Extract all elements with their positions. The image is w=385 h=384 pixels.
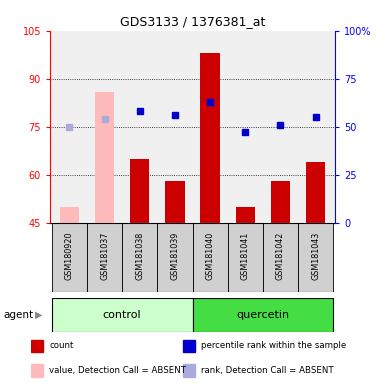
Text: GSM181043: GSM181043 [311,232,320,280]
Bar [95,91,114,223]
Bar [192,223,228,292]
Bar [201,53,220,223]
Text: percentile rank within the sample: percentile rank within the sample [201,341,346,350]
Text: GSM181040: GSM181040 [206,232,214,280]
Bar [130,159,149,223]
Bar [60,207,79,223]
Bar [31,364,43,377]
Bar [228,223,263,292]
Bar [298,223,333,292]
Text: GSM181042: GSM181042 [276,232,285,280]
Bar [271,181,290,223]
Text: rank, Detection Call = ABSENT: rank, Detection Call = ABSENT [201,366,334,375]
Bar [31,339,43,352]
Bar [122,223,157,292]
Bar [236,207,255,223]
Text: GSM181037: GSM181037 [100,232,109,280]
Bar [263,223,298,292]
Text: ▶: ▶ [35,310,42,320]
Bar [52,223,87,292]
Text: quercetin: quercetin [236,310,290,320]
Bar [157,223,192,292]
Text: count: count [49,341,74,350]
Text: agent: agent [4,310,34,320]
Bar [306,162,325,223]
Bar [52,298,192,332]
Text: control: control [103,310,141,320]
Text: value, Detection Call = ABSENT: value, Detection Call = ABSENT [49,366,186,375]
Bar [192,298,333,332]
Bar [87,223,122,292]
Bar [165,181,184,223]
Bar [183,339,195,352]
Text: GSM181041: GSM181041 [241,232,250,280]
Bar [183,364,195,377]
Text: GSM181039: GSM181039 [171,232,179,280]
Title: GDS3133 / 1376381_at: GDS3133 / 1376381_at [120,15,265,28]
Text: GSM181038: GSM181038 [135,232,144,280]
Text: GSM180920: GSM180920 [65,232,74,280]
